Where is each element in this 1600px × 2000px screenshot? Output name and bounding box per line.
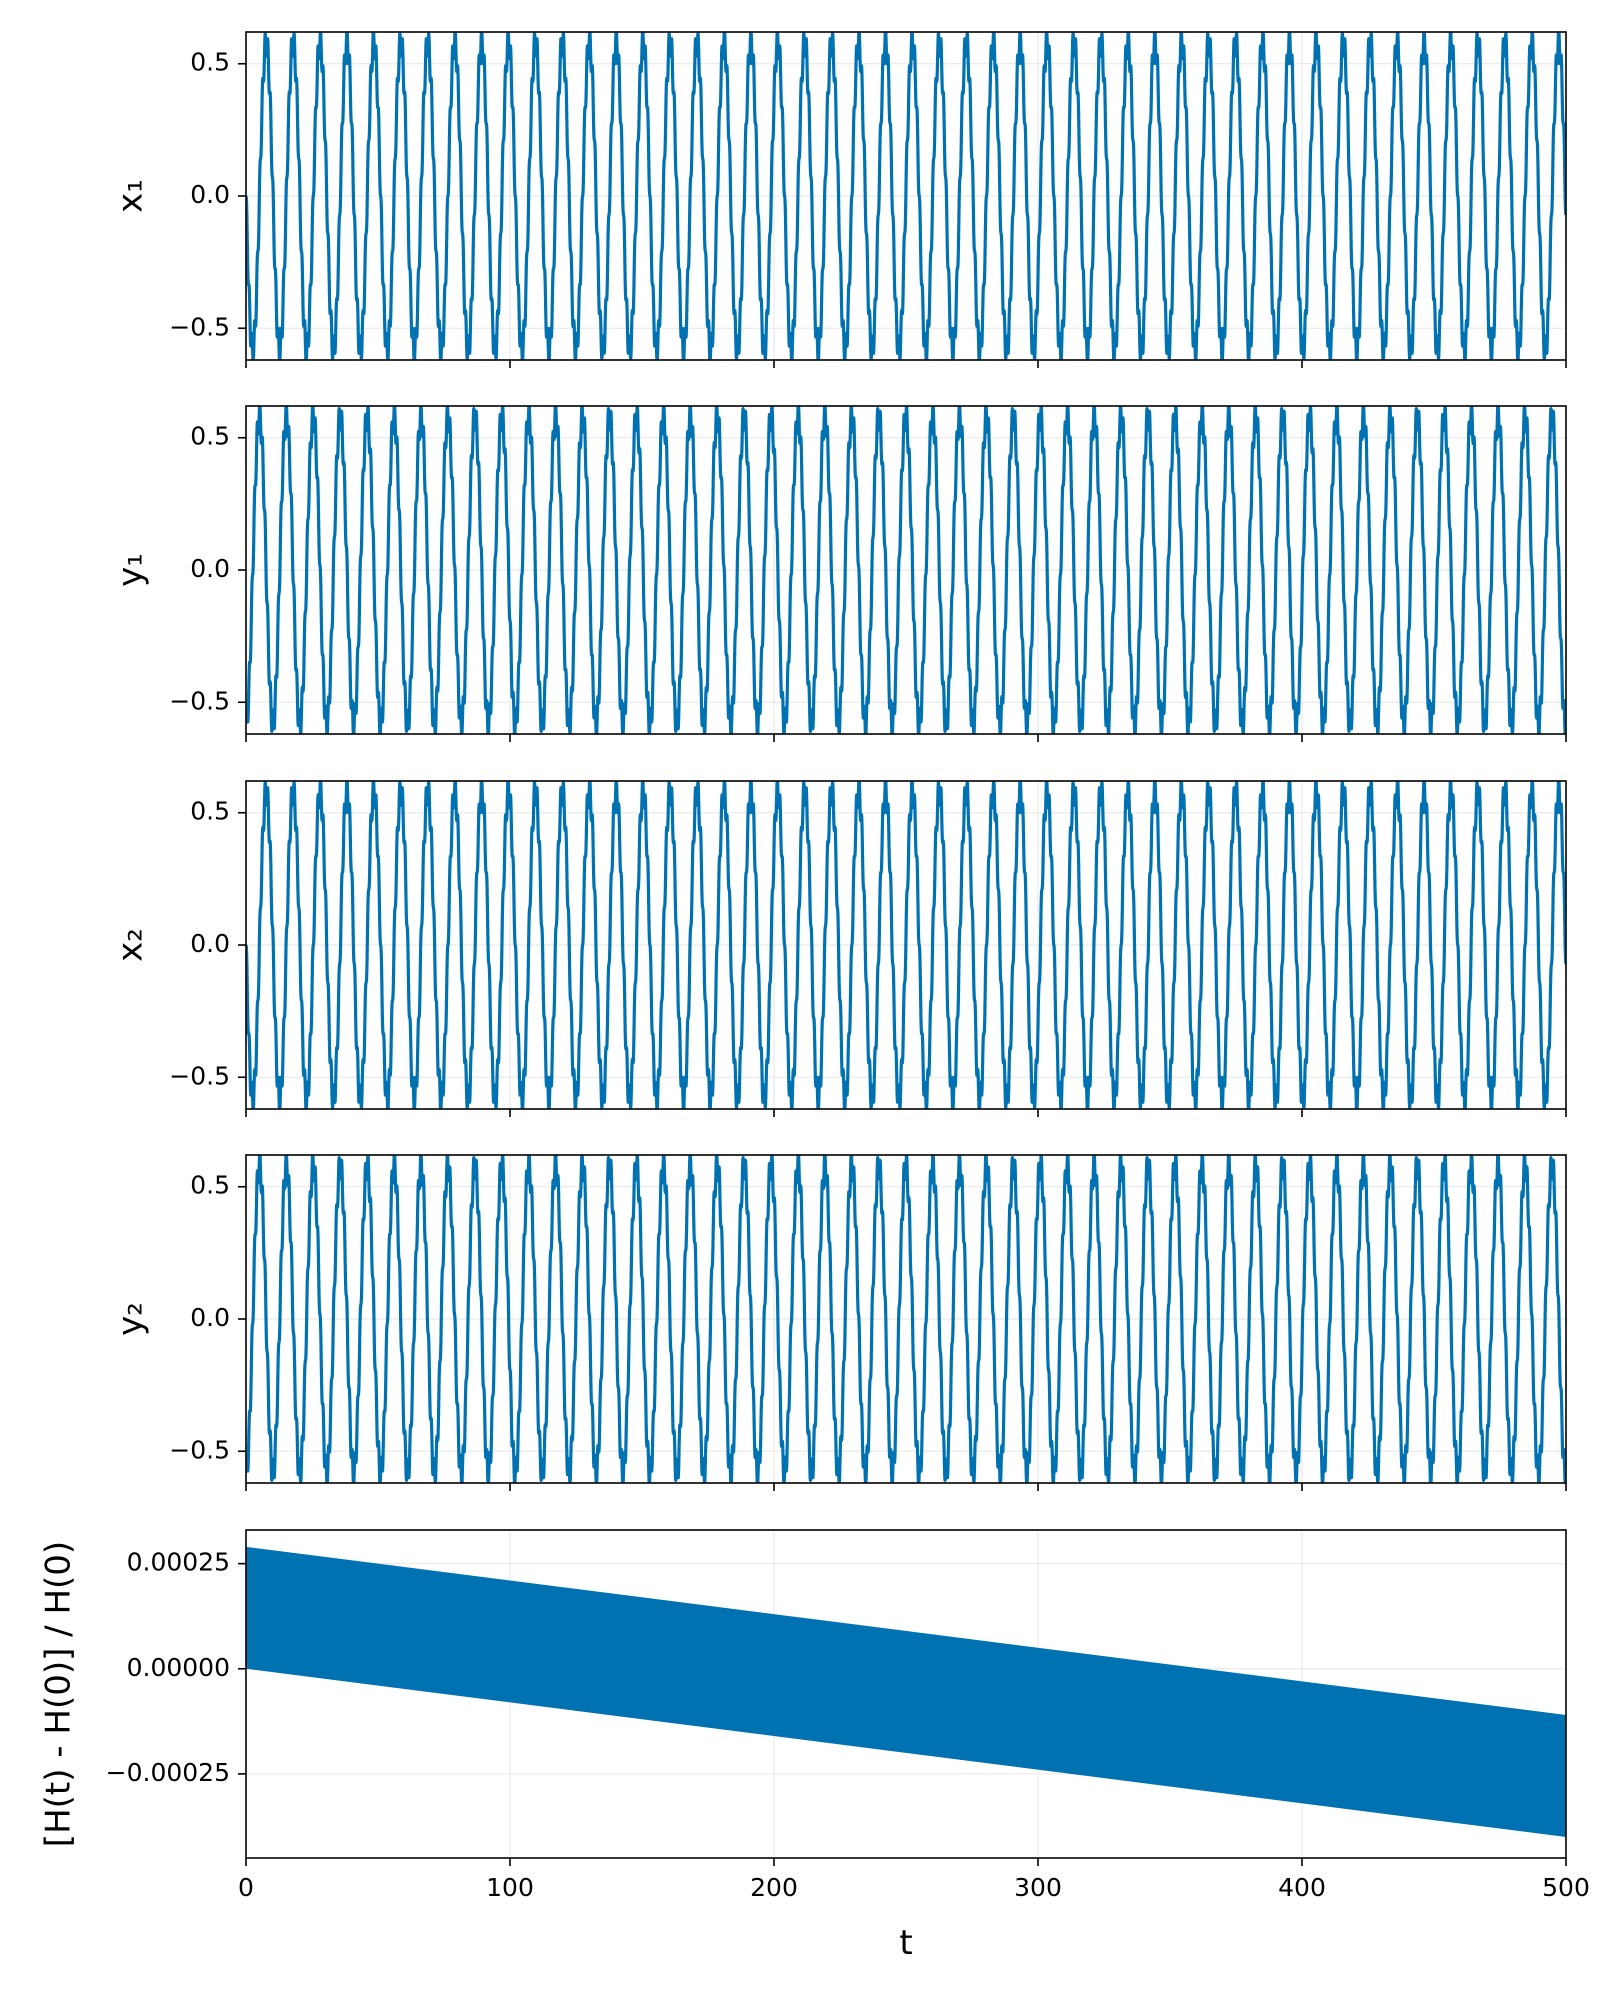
x-tick-label: 500 xyxy=(1542,1873,1590,1902)
y-tick-label: 0.0 xyxy=(190,554,230,583)
panel-3: −0.5 0.0 0.5 x₂ xyxy=(111,780,1567,1117)
x-tick-label: 0 xyxy=(238,1873,254,1902)
y-tick-label: −0.5 xyxy=(169,1061,230,1090)
x-tick-label: 100 xyxy=(486,1873,534,1902)
y-tick-label: −0.5 xyxy=(169,1435,230,1464)
series-line-1 xyxy=(246,1155,1566,1483)
y-tick-label: 0.5 xyxy=(190,1171,230,1200)
y-tick-label: −0.5 xyxy=(169,686,230,715)
y-tick-label: 0.0 xyxy=(190,929,230,958)
series-line-1 xyxy=(246,32,1566,360)
y-tick-label: 0.00000 xyxy=(127,1653,230,1682)
y-tick-label: 0.00025 xyxy=(127,1548,230,1577)
y-tick-label: −0.00025 xyxy=(106,1758,230,1787)
y-axis-label: y₂ xyxy=(111,1302,151,1336)
y-tick-label: 0.5 xyxy=(190,48,230,77)
y-tick-label: 0.5 xyxy=(190,422,230,451)
panel-1: −0.5 0.0 0.5 x₁ xyxy=(111,31,1567,368)
x-tick-label: 200 xyxy=(750,1873,798,1902)
series-line-1 xyxy=(246,406,1566,734)
plot-frame xyxy=(245,1529,1567,1859)
x-tick-label: 400 xyxy=(1278,1873,1326,1902)
y-axis-label: x₁ xyxy=(111,179,151,213)
x-axis-label: t xyxy=(899,1923,912,1963)
series-line-1 xyxy=(246,781,1566,1109)
panel-4: −0.5 0.0 0.5 y₂ xyxy=(111,1154,1567,1491)
y-axis-label: [H(t) - H(0)] / H(0) xyxy=(39,1541,79,1847)
panel-2: −0.5 0.0 0.5 y₁ xyxy=(111,405,1567,742)
panel-5: −0.00025 0.00000 0.00025 0 100 200 300 400 500 [H… xyxy=(39,1529,1590,1963)
y-tick-label: 0.0 xyxy=(190,1303,230,1332)
y-axis-label: y₁ xyxy=(111,553,151,587)
x-tick-label: 300 xyxy=(1014,1873,1062,1902)
energy-error-band xyxy=(246,1546,1566,1837)
y-axis-label: x₂ xyxy=(111,928,151,962)
y-tick-label: −0.5 xyxy=(169,312,230,341)
y-tick-label: 0.5 xyxy=(190,797,230,826)
y-tick-label: 0.0 xyxy=(190,180,230,209)
